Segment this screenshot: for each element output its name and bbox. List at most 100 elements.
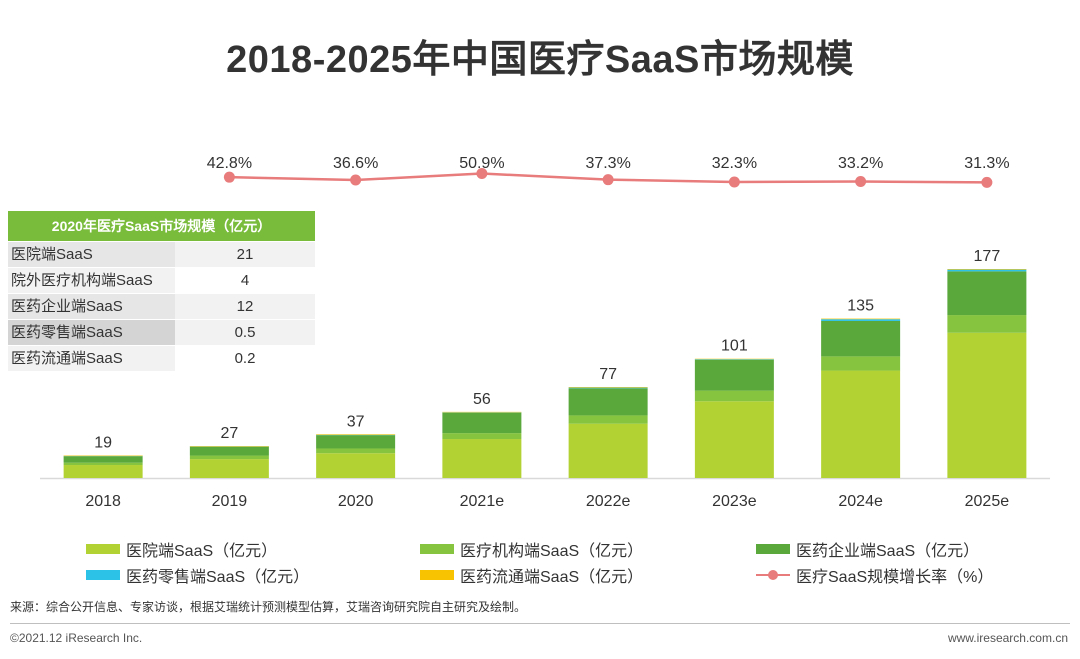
table-row-value: 21 [175, 242, 315, 267]
growth-rate-point [981, 176, 993, 188]
legend-label: 医药零售端SaaS（亿元） [126, 569, 310, 586]
bar-segment [947, 269, 1027, 270]
table-row-label: 医药零售端SaaS [8, 320, 175, 345]
table-row: 医院端SaaS 21 [8, 242, 315, 267]
bar-total-label: 101 [721, 338, 748, 355]
bar-segment [316, 448, 396, 454]
table-row-label: 医院端SaaS [8, 242, 175, 267]
summary-table: 2020年医疗SaaS市场规模（亿元） 医院端SaaS 21 院外医疗机构端Sa… [8, 211, 315, 371]
bar-segment [947, 269, 1027, 272]
growth-rate-label: 36.6% [333, 155, 378, 172]
legend-item-institution: 医疗机构端SaaS（亿元） [420, 537, 643, 561]
x-tick-label: 2025e [965, 493, 1010, 510]
growth-rate-label: 42.8% [207, 155, 252, 172]
x-tick-label: 2018 [85, 493, 121, 510]
growth-rate-label: 33.2% [838, 155, 883, 172]
table-row: 医药流通端SaaS 0.2 [8, 346, 315, 371]
bar-total-label: 177 [974, 248, 1001, 265]
x-tick-label: 2023e [712, 493, 757, 510]
bar-segment [694, 359, 774, 360]
x-tick-label: 2020 [338, 493, 374, 510]
table-row: 院外医疗机构端SaaS 4 [8, 268, 315, 293]
legend-line-marker [756, 569, 790, 581]
legend-item-pharma-enterprise: 医药企业端SaaS（亿元） [756, 537, 979, 561]
bar-segment [947, 332, 1027, 478]
bar-segment [694, 358, 774, 360]
bar-segment [568, 415, 648, 424]
bar-segment [821, 320, 901, 357]
bar-total-label: 56 [473, 391, 491, 408]
growth-rate-label: 32.3% [712, 155, 757, 172]
bar-segment [694, 359, 774, 391]
bar-segment [189, 459, 269, 478]
bar-segment [442, 411, 522, 413]
stacked-bar-chart: 19 2018 27 2019 37 2020 56 2021e 77 2022e 101 2023e… [40, 155, 1050, 510]
bar-segment [568, 423, 648, 478]
growth-rate-label: 37.3% [585, 155, 630, 172]
bar-total-label: 135 [847, 298, 874, 315]
legend-item-pharma-distribution: 医药流通端SaaS（亿元） [420, 563, 643, 587]
bar-segment [694, 401, 774, 478]
x-tick-label: 2021e [460, 493, 505, 510]
bar-segment [568, 388, 648, 416]
table-row-label: 医药企业端SaaS [8, 294, 175, 319]
chart-title: 2018-2025年中国医疗SaaS市场规模 [226, 39, 854, 81]
bar-segment [568, 387, 648, 389]
table-row-value: 0.5 [175, 320, 315, 345]
legend-swatch-institution [420, 544, 454, 554]
bar-total-label: 19 [94, 435, 112, 452]
chart-legend: 医院端SaaS（亿元） 医疗机构端SaaS（亿元） 医药企业端SaaS（亿元） … [0, 533, 1080, 589]
table-row-value: 0.2 [175, 346, 315, 371]
x-tick-label: 2024e [838, 493, 883, 510]
bar-segment [442, 433, 522, 440]
bar-segment [442, 439, 522, 478]
table-row: 医药企业端SaaS 12 [8, 294, 315, 319]
legend-label: 医疗SaaS规模增长率（%） [796, 569, 994, 586]
copyright: ©2021.12 iResearch Inc. [10, 631, 143, 645]
bar-segment [316, 453, 396, 478]
legend-item-growth-rate: 医疗SaaS规模增长率（%） [756, 563, 993, 587]
table-row-value: 4 [175, 268, 315, 293]
table-row-value: 12 [175, 294, 315, 319]
bar-segment [316, 435, 396, 449]
x-tick-label: 2022e [586, 493, 631, 510]
bar-segment [442, 412, 522, 434]
legend-label: 医药流通端SaaS（亿元） [460, 569, 644, 586]
bar-total-label: 27 [220, 425, 238, 442]
bar-segment [63, 456, 143, 463]
legend-swatch-pharma-retail [86, 570, 120, 580]
bar-segment [947, 315, 1027, 333]
bar-segment [821, 370, 901, 478]
bar-segment [821, 318, 901, 320]
bar-segment [316, 434, 396, 435]
legend-swatch-hospital [86, 544, 120, 554]
legend-label: 医疗机构端SaaS（亿元） [460, 543, 644, 560]
bar-segment [63, 455, 143, 457]
source-note: 来源：综合公开信息、专家访谈，根据艾瑞统计预测模型估算，艾瑞咨询研究院自主研究及… [10, 600, 527, 614]
table-row-label: 院外医疗机构端SaaS [8, 268, 175, 293]
bar-segment [189, 455, 269, 460]
growth-rate-point [728, 176, 740, 188]
legend-swatch-pharma-distribution [420, 570, 454, 580]
bar-segment [63, 465, 143, 478]
bar-segment [821, 356, 901, 371]
bar-segment [821, 319, 901, 321]
growth-rate-point [350, 174, 362, 186]
legend-swatch-pharma-enterprise [756, 544, 790, 554]
growth-rate-point [602, 174, 614, 186]
bar-segment [694, 390, 774, 402]
legend-label: 医院端SaaS（亿元） [126, 543, 278, 560]
growth-rate-point [476, 168, 488, 179]
bar-segment [63, 462, 143, 466]
x-tick-label: 2019 [212, 493, 248, 510]
footer-divider [10, 623, 1070, 624]
bar-segment [568, 387, 648, 388]
bar-total-label: 37 [347, 413, 365, 430]
growth-rate-label: 50.9% [459, 155, 504, 172]
growth-rate-label: 31.3% [964, 155, 1009, 172]
bar-segment [947, 271, 1027, 316]
growth-rate-point [223, 171, 235, 183]
website-link[interactable]: www.iresearch.com.cn [947, 631, 1068, 645]
table-row-label: 医药流通端SaaS [8, 346, 175, 371]
legend-label: 医药企业端SaaS（亿元） [796, 543, 980, 560]
